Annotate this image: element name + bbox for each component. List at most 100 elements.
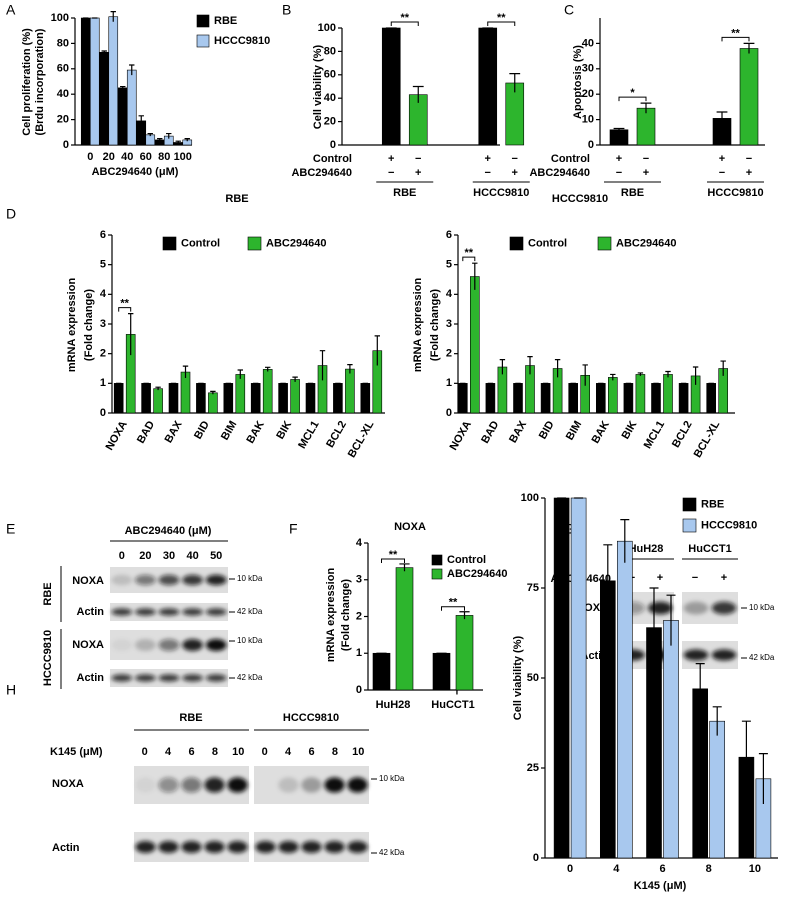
treatment-label: Control <box>313 153 352 165</box>
y-tick-label: 6 <box>100 229 106 241</box>
error-bar <box>155 386 161 391</box>
y-tick-label: 25 <box>527 762 539 774</box>
bar <box>635 374 646 414</box>
error-bar <box>649 587 659 668</box>
sign: + <box>657 572 663 584</box>
band <box>135 777 156 793</box>
sign: + <box>512 167 518 179</box>
y-axis-label: (Fold change) <box>83 289 95 361</box>
error-bar <box>265 366 271 372</box>
panel-label: F <box>289 521 298 537</box>
protein: Actin <box>77 606 105 618</box>
y-tick-label: 40 <box>57 88 69 100</box>
significance-bracket <box>487 21 516 26</box>
concentration: 8 <box>212 746 218 758</box>
significance-label: * <box>630 87 635 99</box>
bar <box>663 374 673 414</box>
bar <box>636 107 656 146</box>
sign: − <box>616 167 622 179</box>
bar <box>678 383 689 414</box>
band <box>683 649 709 661</box>
band <box>204 841 225 853</box>
significance-label: ** <box>120 298 129 310</box>
panel-label: C <box>564 2 574 18</box>
band <box>158 841 179 853</box>
bar <box>235 374 246 414</box>
concentration: 4 <box>285 746 292 758</box>
significance-label: ** <box>389 549 398 561</box>
cell-line: HuH28 <box>629 543 664 555</box>
chart-title: NOXA <box>394 521 426 533</box>
bar <box>568 383 579 414</box>
bar <box>89 17 100 146</box>
error-bar <box>720 360 726 376</box>
error-bar <box>182 365 189 378</box>
cell-line: HCCC9810 <box>42 630 54 686</box>
band <box>255 841 276 853</box>
error-bar <box>610 373 616 381</box>
concentration: 8 <box>332 746 338 758</box>
band <box>301 777 322 793</box>
sign: + <box>643 167 649 179</box>
band <box>135 841 156 853</box>
blot-treatment: K145 (μM) <box>50 746 103 758</box>
concentration: 10 <box>232 746 244 758</box>
band <box>255 777 275 792</box>
concentration: 0 <box>262 746 268 758</box>
legend-swatch <box>431 554 443 566</box>
y-tick-label: 1 <box>100 377 106 389</box>
legend-label: Control <box>181 237 220 249</box>
sign: + <box>721 572 727 584</box>
y-tick-label: 60 <box>324 69 336 81</box>
sign: − <box>719 167 725 179</box>
band <box>111 674 133 682</box>
bar <box>709 720 726 859</box>
y-tick-label: 40 <box>582 37 594 49</box>
sign: − <box>746 153 752 165</box>
y-axis-label: (Fold change) <box>340 579 352 651</box>
legend-swatch <box>597 236 612 251</box>
bar <box>153 388 163 414</box>
error-bar <box>666 594 676 646</box>
size-marker: 10 kDa <box>237 574 263 583</box>
y-axis-label: mRNA expression <box>412 278 424 373</box>
treatment-label: ABC294640 <box>529 167 590 179</box>
error-bar <box>716 111 728 125</box>
band <box>347 777 368 793</box>
size-marker: 42 kDa <box>379 848 405 857</box>
error-bar <box>527 356 533 375</box>
y-tick-label: 4 <box>100 288 107 300</box>
y-tick-label: 20 <box>582 88 594 100</box>
sign: + <box>616 153 622 165</box>
error-bar <box>620 519 630 563</box>
y-tick-label: 1 <box>356 647 362 659</box>
band <box>711 649 737 661</box>
significance-bracket <box>118 307 132 312</box>
bar <box>196 383 206 414</box>
y-tick-label: 30 <box>582 63 594 75</box>
x-tick-label: 80 <box>158 151 170 163</box>
significance-bracket <box>390 21 419 26</box>
band <box>135 574 156 586</box>
sign: − <box>415 153 421 165</box>
error-bar <box>509 73 521 93</box>
band <box>111 574 133 586</box>
concentration: 0 <box>142 746 148 758</box>
bar <box>469 276 480 414</box>
legend-label: Control <box>528 237 567 249</box>
significance-bracket <box>441 606 465 611</box>
size-marker: 42 kDa <box>237 673 263 682</box>
group-label: RBE <box>621 187 644 199</box>
bar <box>333 383 343 414</box>
bar <box>345 368 355 414</box>
band <box>158 777 179 793</box>
error-bar <box>712 706 722 736</box>
error-bar <box>128 313 134 356</box>
error-bar <box>554 359 561 378</box>
sign: + <box>415 167 421 179</box>
group-label: RBE <box>393 187 416 199</box>
size-marker: 42 kDa <box>237 607 263 616</box>
blot-treatment: ABC294640 (μM) <box>125 525 212 537</box>
chart-title: RBE <box>225 193 248 205</box>
error-bar <box>184 138 190 142</box>
